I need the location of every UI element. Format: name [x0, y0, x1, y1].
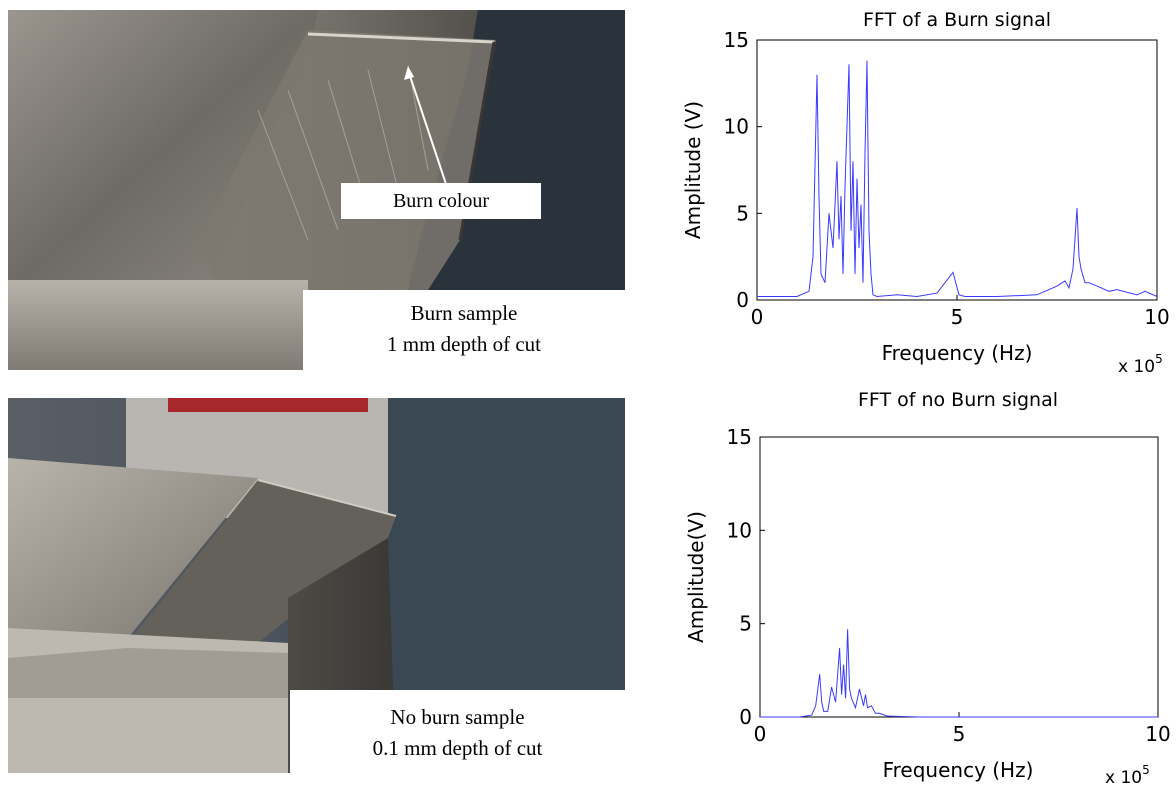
x-tick-label: 5 — [953, 722, 966, 746]
no-burn-sample-caption-line2: 0.1 mm depth of cut — [372, 736, 543, 760]
y-tick-label: 15 — [724, 28, 749, 52]
x-tick-label: 0 — [754, 722, 767, 746]
x-multiplier-exponent: 5 — [1142, 763, 1150, 777]
burn-colour-label: Burn colour — [341, 183, 541, 219]
x-tick-label: 0 — [751, 305, 764, 329]
burn-sample-photo: Burn colour Burn sample 1 mm depth of cu… — [8, 10, 625, 370]
x-axis-label: Frequency (Hz) — [883, 758, 1034, 782]
burn-fft-chart: FFT of a Burn signal 0 5 10 15 0 5 10 Frequen… — [681, 9, 1170, 377]
burn-sample-caption-line1: Burn sample — [410, 301, 518, 325]
no-burn-fft-chart: FFT of no Burn signal 0 5 10 15 0 5 10 Freque… — [684, 389, 1171, 785]
y-tick-label: 10 — [724, 115, 749, 139]
no-burn-sample-photo: No burn sample 0.1 mm depth of cut — [8, 398, 625, 773]
y-tick-label: 5 — [736, 201, 749, 225]
no-burn-sample-caption-line1: No burn sample — [390, 705, 525, 729]
burn-sample-caption-line2: 1 mm depth of cut — [387, 332, 541, 356]
no-burn-sample-caption: No burn sample 0.1 mm depth of cut — [290, 690, 625, 773]
x-tick-label: 10 — [1145, 722, 1170, 746]
y-axis-label: Amplitude (V) — [681, 101, 705, 239]
x-tick-label: 10 — [1144, 305, 1169, 329]
y-tick-label: 5 — [739, 612, 752, 636]
x-multiplier-base: x 10 — [1105, 768, 1142, 785]
x-tick-label: 5 — [951, 305, 964, 329]
plot-area — [756, 39, 1158, 301]
y-tick-label: 15 — [727, 425, 752, 449]
fft-series-line — [760, 629, 1158, 718]
fft-series-line — [757, 60, 1158, 298]
x-multiplier-base: x 10 — [1118, 357, 1155, 377]
x-multiplier-label: x 105 — [1105, 763, 1150, 785]
y-axis-label: Amplitude(V) — [684, 511, 708, 643]
burn-sample-caption: Burn sample 1 mm depth of cut — [303, 290, 625, 370]
chart-title: FFT of a Burn signal — [863, 9, 1051, 31]
chart-title: FFT of no Burn signal — [858, 389, 1058, 411]
x-axis-label: Frequency (Hz) — [882, 341, 1033, 365]
y-tick-label: 0 — [739, 705, 752, 729]
x-multiplier-label: x 105 — [1118, 352, 1163, 377]
y-tick-label: 0 — [736, 288, 749, 312]
x-multiplier-exponent: 5 — [1155, 352, 1163, 366]
plot-area — [759, 436, 1159, 718]
y-tick-label: 10 — [727, 518, 752, 542]
